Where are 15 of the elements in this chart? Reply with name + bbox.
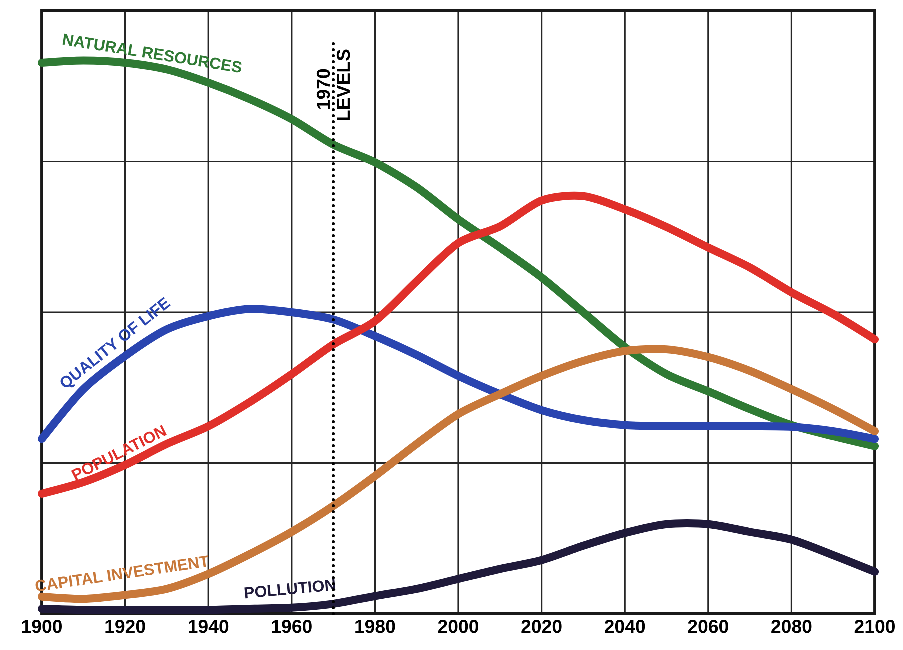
x-tick-label: 2080 [772, 620, 812, 634]
x-tick-label: 2060 [688, 620, 728, 634]
x-tick-label: 2040 [604, 620, 646, 634]
x-tick-label: 2000 [438, 620, 478, 634]
ref-line-label: 1970 LEVELS [316, 50, 350, 120]
text: NATURAL RESOURCES [62, 34, 242, 73]
x-tick-label: 1900 [22, 620, 62, 634]
x-tick-label: 2020 [522, 620, 562, 634]
text: POLLUTION [244, 579, 336, 599]
text: CAPITAL INVESTMENT [36, 556, 208, 592]
x-tick-label: 1960 [272, 620, 312, 634]
x-tick-label: 1940 [189, 620, 229, 634]
x-tick-label: 1920 [106, 620, 146, 634]
x-tick-label: 1980 [356, 620, 396, 634]
x-tick-label: 2100 [854, 620, 895, 634]
